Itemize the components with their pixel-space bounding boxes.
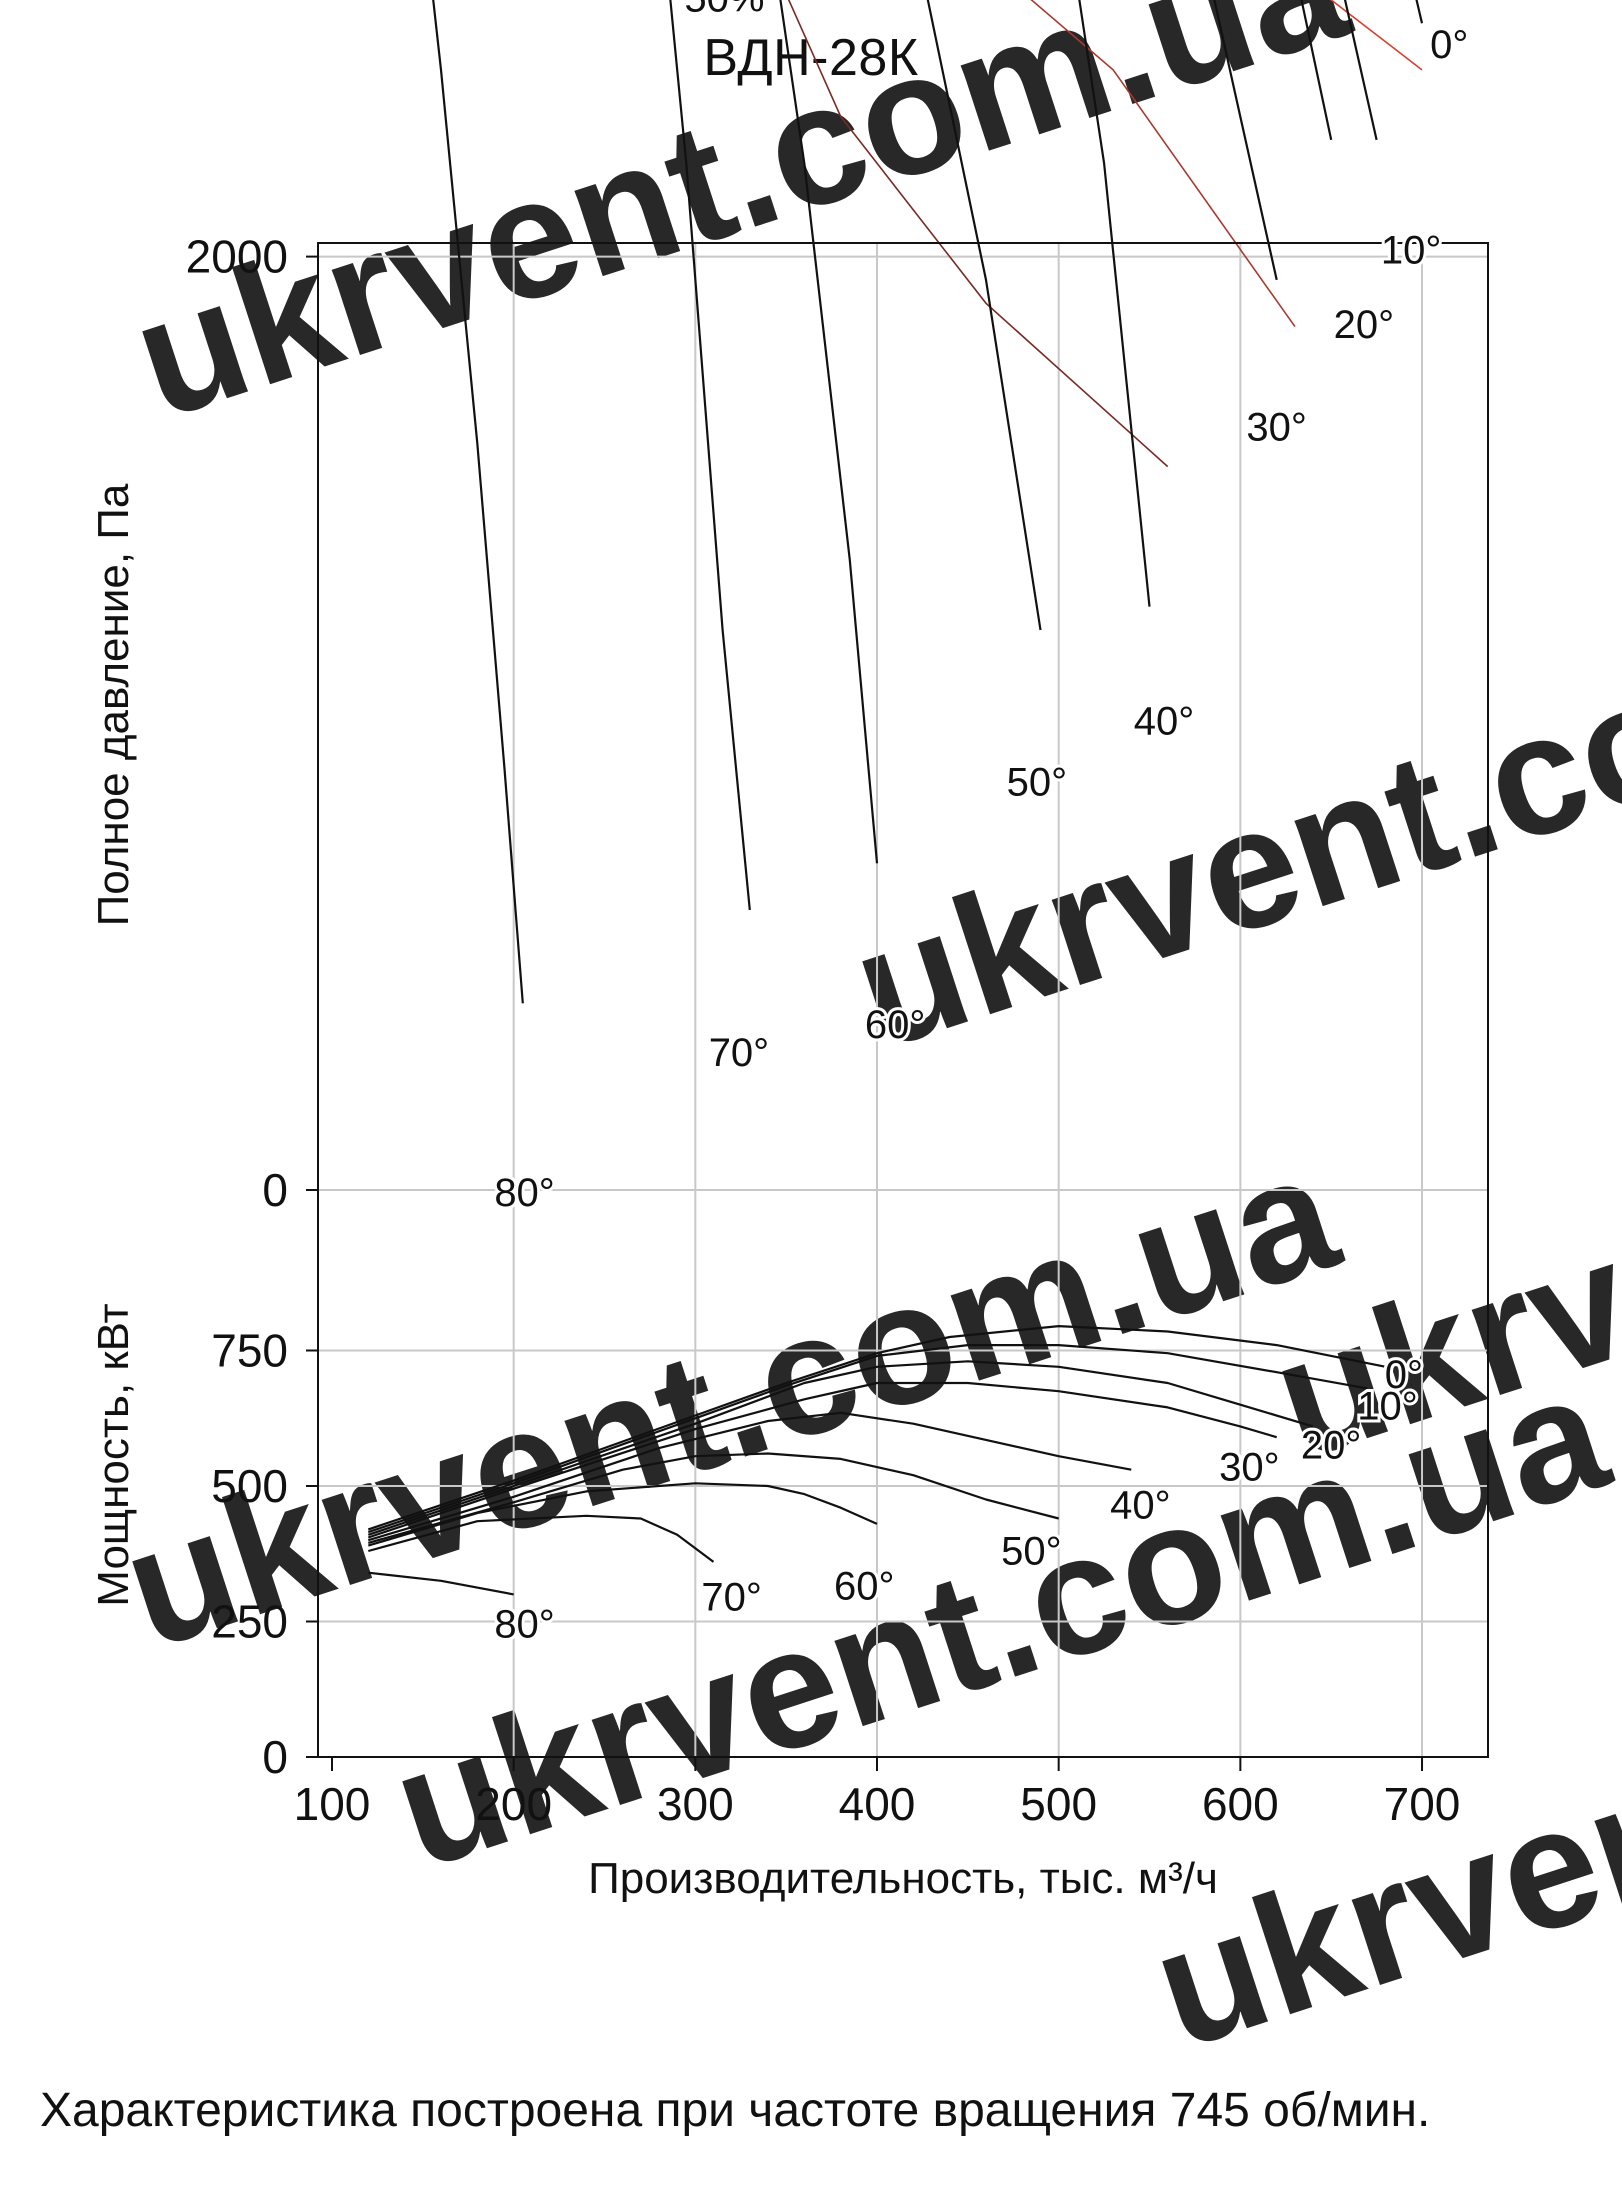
watermark-text: ukrvent.com.ua (833, 516, 1622, 1085)
y-tick-label-power: 500 (211, 1460, 288, 1512)
plot-frame (317, 242, 1489, 1758)
y-tick-label-power: 0 (262, 1731, 288, 1783)
power-curve-40deg (367, 1411, 1132, 1542)
power-curve-label: 40° (1110, 1483, 1171, 1527)
x-tick-label: 400 (839, 1778, 916, 1830)
power-curve-60deg (367, 1482, 878, 1547)
chart-title: ВДН-28К (703, 29, 919, 87)
y-tick-label-power: 250 (211, 1596, 288, 1648)
y-tick-label-pressure: 0 (262, 1164, 288, 1216)
power-curve-label: 70° (701, 1575, 762, 1619)
y-tick-label-pressure: 2000 (186, 231, 288, 283)
power-curve-label: 80° (494, 1603, 555, 1647)
power-curve-0deg (367, 1325, 1386, 1531)
power-curve-80deg (368, 1571, 514, 1596)
power-curve-label: 0° (1385, 1353, 1423, 1397)
pressure-curve-label: 80° (494, 1171, 555, 1215)
power-curve-30deg (367, 1381, 1278, 1539)
power-curve-label: 10° (1357, 1385, 1418, 1429)
pressure-curve-label: 30° (1246, 406, 1307, 450)
pressure-curve-label: 0° (1430, 23, 1468, 67)
watermark-text: ukrvent.com.ua (113, 0, 1368, 455)
x-tick-label: 500 (1020, 1778, 1097, 1830)
pressure-curve-label: 50° (1007, 760, 1068, 804)
y-axis-label-pressure: Полное давление, Па (89, 483, 138, 926)
pressure-curve-label: 60° (865, 1003, 926, 1047)
power-curve-20deg (367, 1360, 1314, 1536)
pressure-curve-label: 10° (1381, 228, 1442, 272)
x-tick-label: 700 (1384, 1778, 1461, 1830)
pressure-curve-50deg (926, 0, 1042, 631)
pressure-curve-label: 70° (709, 1031, 770, 1075)
pressure-curve-60deg (779, 0, 879, 864)
pressure-curve-label: 50% (684, 0, 764, 20)
power-curve-label: 20° (1301, 1424, 1362, 1468)
label-layer: 85%80%75%70%60%50%0°10°20°30°40°50°60°70… (491, 0, 1471, 1650)
x-tick-label: 200 (475, 1778, 552, 1830)
x-axis-label: Производительность, тыс. м³/ч (588, 1854, 1218, 1903)
power-curve-70deg (368, 1514, 715, 1563)
power-curve-label: 50° (1001, 1529, 1062, 1573)
axis-layer: 1002003004005006007000200040006000025050… (89, 231, 1489, 1903)
power-curve-50deg (368, 1452, 1059, 1544)
pressure-curve-80deg (432, 0, 524, 1004)
chart-caption: Характеристика построена при частоте вра… (40, 2084, 1431, 2137)
power-curve-label: 60° (834, 1565, 895, 1609)
power-curve-10deg (367, 1344, 1368, 1534)
y-axis-label-power: Мощность, кВт (89, 1303, 138, 1606)
pressure-curve-label: 40° (1134, 700, 1195, 744)
x-tick-label: 300 (657, 1778, 734, 1830)
pressure-curve-label: 20° (1334, 303, 1395, 347)
series-layer (367, 0, 1424, 1596)
x-tick-label: 600 (1202, 1778, 1279, 1830)
power-curve-label: 30° (1219, 1445, 1280, 1489)
efficiency-line-50 (787, 0, 1169, 468)
y-tick-label-power: 750 (211, 1325, 288, 1377)
pressure-curve-70deg (669, 0, 751, 911)
x-tick-label: 100 (294, 1778, 371, 1830)
